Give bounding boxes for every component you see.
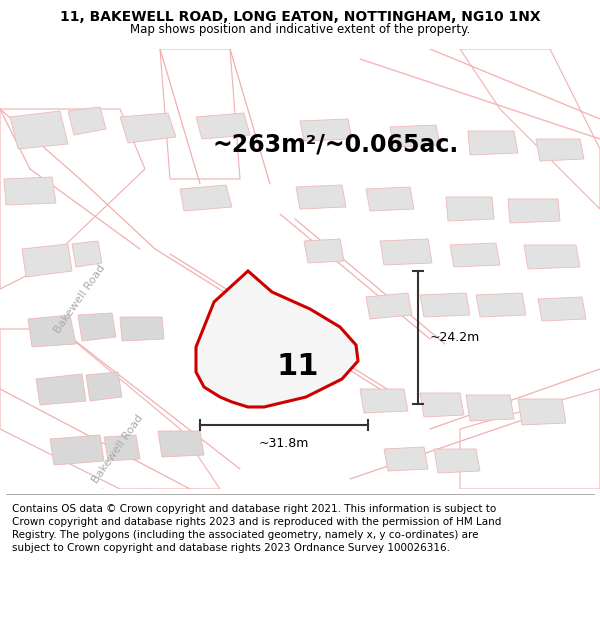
Polygon shape bbox=[296, 185, 346, 209]
Polygon shape bbox=[390, 125, 440, 147]
Polygon shape bbox=[50, 435, 104, 465]
Polygon shape bbox=[518, 399, 566, 425]
Polygon shape bbox=[22, 244, 72, 277]
Polygon shape bbox=[420, 293, 470, 317]
Polygon shape bbox=[508, 199, 560, 223]
Polygon shape bbox=[446, 197, 494, 221]
Polygon shape bbox=[200, 491, 240, 517]
Polygon shape bbox=[152, 489, 200, 517]
Polygon shape bbox=[68, 107, 106, 135]
Polygon shape bbox=[420, 393, 464, 417]
Polygon shape bbox=[348, 493, 392, 519]
Polygon shape bbox=[460, 49, 600, 209]
Polygon shape bbox=[538, 297, 586, 321]
Polygon shape bbox=[384, 447, 428, 471]
Polygon shape bbox=[104, 435, 140, 461]
Polygon shape bbox=[366, 293, 412, 319]
Polygon shape bbox=[366, 187, 414, 211]
Polygon shape bbox=[468, 131, 518, 155]
Text: Bakewell Road: Bakewell Road bbox=[91, 413, 145, 485]
Polygon shape bbox=[466, 395, 514, 421]
Polygon shape bbox=[36, 374, 86, 405]
Polygon shape bbox=[158, 431, 204, 457]
Polygon shape bbox=[120, 317, 164, 341]
Polygon shape bbox=[196, 271, 358, 407]
Polygon shape bbox=[0, 329, 220, 489]
Polygon shape bbox=[460, 389, 600, 489]
Polygon shape bbox=[304, 239, 344, 263]
Polygon shape bbox=[160, 49, 240, 179]
Polygon shape bbox=[62, 489, 108, 521]
Text: Bakewell Road: Bakewell Road bbox=[53, 263, 107, 335]
Polygon shape bbox=[536, 139, 584, 161]
Polygon shape bbox=[360, 389, 408, 413]
Polygon shape bbox=[28, 315, 76, 347]
Polygon shape bbox=[476, 293, 526, 317]
Polygon shape bbox=[4, 177, 56, 205]
Text: ~31.8m: ~31.8m bbox=[259, 437, 309, 450]
Polygon shape bbox=[398, 493, 444, 519]
Polygon shape bbox=[450, 243, 500, 267]
Text: Contains OS data © Crown copyright and database right 2021. This information is : Contains OS data © Crown copyright and d… bbox=[12, 504, 502, 553]
Polygon shape bbox=[448, 497, 494, 523]
Text: Map shows position and indicative extent of the property.: Map shows position and indicative extent… bbox=[130, 23, 470, 36]
Text: ~24.2m: ~24.2m bbox=[430, 331, 480, 344]
Text: 11: 11 bbox=[277, 352, 319, 381]
Polygon shape bbox=[120, 113, 176, 143]
Polygon shape bbox=[524, 245, 580, 269]
Text: 11, BAKEWELL ROAD, LONG EATON, NOTTINGHAM, NG10 1NX: 11, BAKEWELL ROAD, LONG EATON, NOTTINGHA… bbox=[59, 9, 541, 24]
Polygon shape bbox=[380, 239, 432, 265]
Polygon shape bbox=[180, 185, 232, 211]
Polygon shape bbox=[300, 119, 352, 141]
Polygon shape bbox=[86, 372, 122, 401]
Text: ~263m²/~0.065ac.: ~263m²/~0.065ac. bbox=[213, 132, 459, 156]
Polygon shape bbox=[0, 109, 145, 289]
Polygon shape bbox=[108, 489, 152, 517]
Polygon shape bbox=[434, 449, 480, 473]
Polygon shape bbox=[72, 241, 102, 267]
Polygon shape bbox=[78, 313, 116, 341]
Polygon shape bbox=[196, 113, 250, 139]
Polygon shape bbox=[10, 111, 68, 149]
